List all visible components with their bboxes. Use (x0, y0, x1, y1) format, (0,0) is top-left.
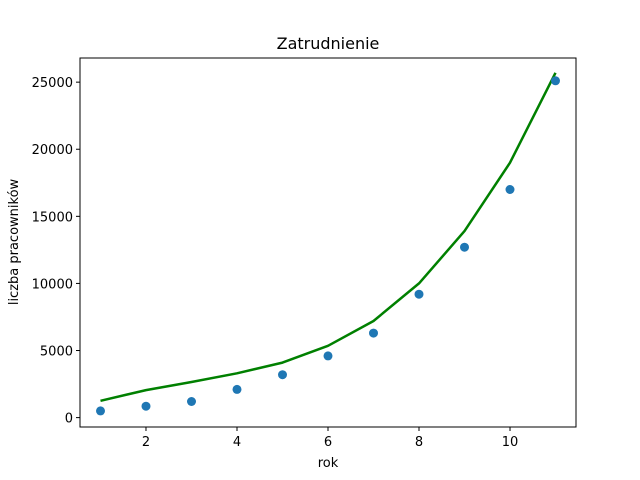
y-tick-label-20000: 20000 (32, 143, 73, 158)
y-tick-label-15000: 15000 (32, 210, 73, 225)
tick-layer: 2 4 6 8 10 0 5000 10000 15000 20000 25000 (32, 76, 519, 450)
chart-title: Zatrudnienie (277, 34, 380, 53)
y-tick-label-0: 0 (65, 412, 73, 427)
x-tick-label-2: 2 (142, 435, 150, 450)
y-tick-label-10000: 10000 (32, 277, 73, 292)
series-0-point-9 (505, 185, 515, 194)
series-0-point-7 (414, 289, 424, 299)
x-tick-label-8: 8 (415, 435, 423, 450)
y-axis-label: liczba pracowników (7, 178, 22, 305)
plot-background (80, 58, 576, 427)
series-0-point-6 (369, 328, 378, 338)
x-axis-label: rok (318, 456, 339, 471)
y-tick-label-5000: 5000 (40, 345, 73, 360)
series-1-line (100, 72, 557, 403)
series-0-point-5 (323, 351, 333, 361)
series-0-point-1 (141, 401, 151, 411)
y-tick-label-25000: 25000 (32, 76, 73, 91)
x-tick-label-4: 4 (233, 435, 241, 450)
plot-frame (79, 57, 577, 428)
series-0-point-3 (232, 384, 242, 394)
x-tick-label-6: 6 (324, 435, 332, 450)
plot-layer (96, 72, 560, 416)
x-tick-label-10: 10 (502, 435, 519, 450)
series-0-point-4 (278, 370, 287, 380)
series-0-point-0 (96, 406, 105, 416)
series-0-point-8 (460, 242, 469, 252)
series-0-point-2 (187, 397, 196, 406)
series-0-point-10 (551, 76, 560, 86)
